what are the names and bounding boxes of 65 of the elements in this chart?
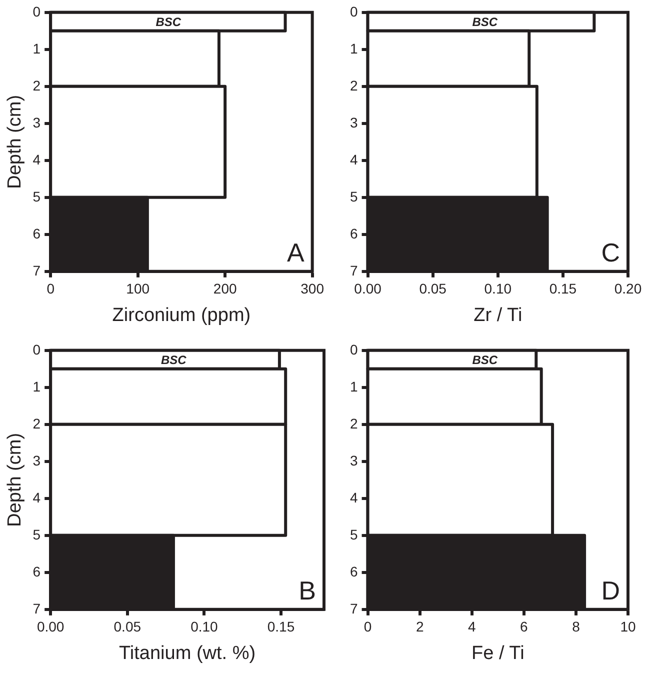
- x-tick-label: 0.15: [267, 618, 295, 634]
- y-tick-label: 7: [350, 600, 358, 616]
- annotation: D: [601, 575, 620, 606]
- x-tick-label: 4: [468, 618, 476, 634]
- y-tick-label: 3: [32, 452, 41, 468]
- x-tick-label: 0.10: [484, 280, 512, 297]
- x-tick-label: 0.20: [614, 280, 642, 297]
- y-tick-label: 2: [350, 77, 358, 94]
- x-tick-label: 0.05: [419, 280, 447, 297]
- x-tick-label: 0.00: [36, 618, 64, 634]
- y-tick-label: 1: [32, 378, 41, 394]
- y-tick-label: 6: [350, 562, 358, 579]
- y-tick-label: 7: [32, 262, 41, 278]
- y-tick-label: 0: [350, 3, 358, 20]
- x-axis-title: Zirconium (ppm): [112, 304, 251, 326]
- y-tick-label: 2: [32, 77, 41, 94]
- x-tick-label: 0.00: [354, 280, 382, 297]
- y-tick-label: 6: [350, 225, 358, 242]
- y-tick-label: 7: [350, 262, 358, 278]
- y-tick-label: 3: [32, 114, 41, 130]
- x-tick-label: 0.15: [549, 280, 577, 297]
- annotation: BSC: [472, 14, 498, 29]
- y-tick-label: 2: [350, 414, 358, 431]
- y-tick-label: 4: [350, 151, 358, 168]
- annotation: C: [601, 238, 620, 268]
- x-tick-label: 10: [620, 618, 636, 634]
- y-tick-label: 5: [32, 188, 41, 204]
- x-tick-label: 0.10: [190, 618, 218, 634]
- y-tick-label: 4: [32, 151, 41, 168]
- x-tick-label: 200: [213, 280, 237, 297]
- x-tick-label: 100: [126, 280, 150, 297]
- y-tick-label: 5: [350, 188, 358, 204]
- x-tick-label: 0: [364, 618, 372, 634]
- annotation: BSC: [156, 14, 182, 29]
- x-tick-label: 8: [572, 618, 580, 634]
- y-tick-label: 0: [32, 3, 41, 20]
- y-tick-label: 7: [32, 600, 41, 616]
- y-tick-label: 3: [350, 452, 358, 468]
- y-tick-label: 0: [32, 340, 41, 357]
- y-tick-label: 5: [350, 526, 358, 542]
- x-tick-label: 6: [520, 618, 528, 634]
- y-tick-label: 5: [32, 526, 41, 542]
- x-axis-title: Fe / Ti: [471, 642, 524, 664]
- y-tick-label: 6: [32, 562, 41, 579]
- x-tick-label: 0.05: [114, 618, 142, 634]
- x-tick-label: 0: [46, 280, 55, 297]
- y-tick-label: 1: [350, 378, 358, 394]
- y-tick-label: 6: [32, 225, 41, 242]
- x-axis-title: Zr / Ti: [474, 304, 522, 326]
- y-tick-label: 0: [350, 340, 358, 357]
- y-axis-title: Depth (cm): [4, 432, 26, 526]
- y-tick-label: 4: [32, 488, 41, 505]
- x-tick-label: 2: [416, 618, 424, 634]
- y-tick-label: 3: [350, 114, 358, 130]
- annotation: BSC: [472, 352, 498, 366]
- annotation: BSC: [160, 352, 187, 366]
- x-axis-title: Titanium (wt. %): [119, 642, 256, 664]
- annotation: B: [298, 575, 316, 606]
- y-tick-label: 1: [350, 40, 358, 56]
- annotation: A: [286, 238, 305, 268]
- x-tick-label: 300: [300, 280, 324, 297]
- y-axis-title: Depth (cm): [4, 94, 26, 189]
- y-tick-label: 4: [350, 488, 358, 505]
- y-tick-label: 1: [32, 40, 41, 56]
- y-tick-label: 2: [32, 414, 41, 431]
